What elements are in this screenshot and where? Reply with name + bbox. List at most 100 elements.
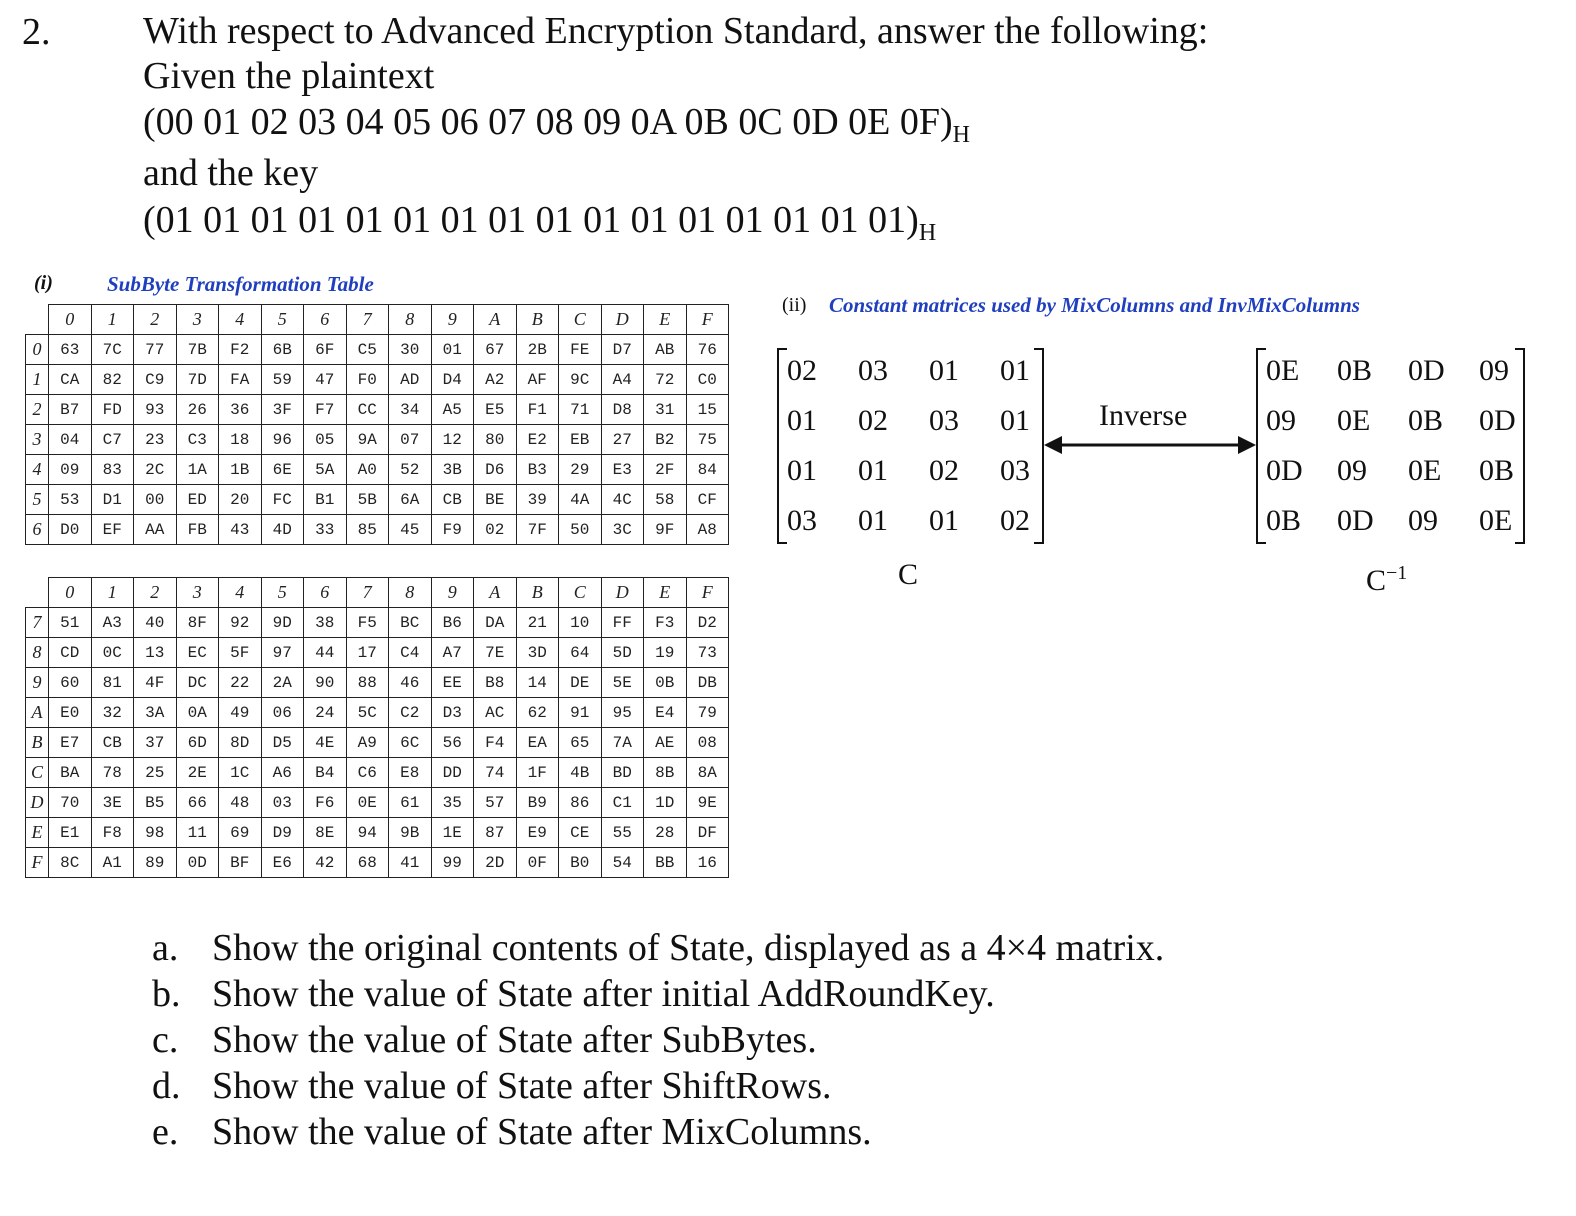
sbox-cell: 1F (515, 757, 559, 788)
sbox-cell: 27 (600, 424, 644, 455)
matrix-entry: 02 (858, 404, 888, 437)
column-header: E (643, 577, 687, 608)
sbox-cell: 7C (90, 334, 134, 365)
sbox-cell: E9 (515, 817, 559, 848)
sbox-cell: 67 (473, 334, 517, 365)
sbox-cell: 45 (388, 514, 432, 545)
column-header: F (685, 577, 729, 608)
column-header: D (600, 577, 644, 608)
plaintext-line: (00 01 02 03 04 05 06 07 08 09 0A 0B 0C … (143, 99, 970, 158)
row-header: A (25, 697, 49, 728)
table-row: 1 CA 82 C9 7D FA 59 47 F0 AD D4 A2 AF 9C A4 72 C0 (25, 364, 729, 395)
sbox-cell: E1 (48, 817, 92, 848)
matrix-entry: 0B (1266, 504, 1302, 537)
table-corner (25, 577, 49, 608)
sbox-cell: 61 (388, 787, 432, 818)
task-text: Show the value of State after MixColumns… (212, 1111, 872, 1153)
row-header: 9 (25, 667, 49, 698)
sbox-cell: 29 (558, 454, 602, 485)
sbox-cell: E0 (48, 697, 92, 728)
sbox-cell: E4 (643, 697, 687, 728)
question-line-1: With respect to Advanced Encryption Stan… (143, 10, 1209, 52)
sbox-cell: 21 (515, 607, 559, 638)
matrix-entry: 01 (1000, 404, 1030, 437)
sbox-cell: B9 (515, 787, 559, 818)
sbox-cell: 7B (175, 334, 219, 365)
sbox-cell: 07 (388, 424, 432, 455)
sbox-cell: A4 (600, 364, 644, 395)
sbox-cell: 19 (643, 637, 687, 668)
matrix-entry: 01 (929, 504, 959, 537)
task-letter: d. (152, 1065, 181, 1107)
table-row: 5 53 D1 00 ED 20 FC B1 5B 6A CB BE 39 4A 4C 58 CF (25, 484, 729, 515)
row-header: C (25, 757, 49, 788)
row-header: B (25, 727, 49, 758)
sbox-cell: B4 (303, 757, 347, 788)
sbox-cell: F5 (345, 607, 389, 638)
sbox-cell: 14 (515, 667, 559, 698)
matrix-entry: 01 (787, 454, 817, 487)
sbox-cell: 94 (345, 817, 389, 848)
task-item: b. Show the value of State after initial … (152, 972, 995, 1016)
column-header: 3 (175, 304, 219, 335)
task-letter: b. (152, 973, 181, 1015)
sbox-cell: BA (48, 757, 92, 788)
sbox-cell: 0C (90, 637, 134, 668)
sbox-cell: 8F (175, 607, 219, 638)
column-header: 7 (345, 577, 389, 608)
sbox-cell: 0E (345, 787, 389, 818)
sbox-cell: 04 (48, 424, 92, 455)
sbox-cell: 86 (558, 787, 602, 818)
matrix-entry: 09 (1266, 404, 1296, 437)
matrix-entry: 09 (1408, 504, 1438, 537)
table-row: 0 63 7C 77 7B F2 6B 6F C5 30 01 67 2B FE D7 AB 76 (25, 334, 729, 365)
sbox-cell: B0 (558, 847, 602, 878)
sbox-cell: FF (600, 607, 644, 638)
sbox-cell: 30 (388, 334, 432, 365)
matrix-entry: 0E (1337, 404, 1371, 437)
column-header: 3 (175, 577, 219, 608)
sbox-cell: 92 (218, 607, 262, 638)
sbox-cell: 78 (90, 757, 134, 788)
sbox-cell: CA (48, 364, 92, 395)
sbox-cell: 25 (133, 757, 177, 788)
sbox-cell: D4 (430, 364, 474, 395)
sbox-cell: C5 (345, 334, 389, 365)
column-header: 5 (260, 577, 304, 608)
table-row: A E0 32 3A 0A 49 06 24 5C C2 D3 AC 62 91 95 E4 79 (25, 697, 729, 728)
sbox-cell: A7 (430, 637, 474, 668)
matrix-entry: 09 (1337, 454, 1367, 487)
matrix-row: 03 01 01 02 (787, 496, 1071, 546)
matrix-row: 0B 0D 09 0E (1266, 496, 1550, 546)
sbox-cell: 83 (90, 454, 134, 485)
sbox-cell: 5C (345, 697, 389, 728)
sbox-cell: EF (90, 514, 134, 545)
sbox-cell: 40 (133, 607, 177, 638)
table-row: B E7 CB 37 6D 8D D5 4E A9 6C 56 F4 EA 65 7A AE 08 (25, 727, 729, 758)
sbox-cell: 8A (685, 757, 729, 788)
sbox-cell: D8 (600, 394, 644, 425)
plaintext-value: (00 01 02 03 04 05 06 07 08 09 0A 0B 0C … (143, 101, 953, 143)
sbox-cell: AE (643, 727, 687, 758)
sbox-cell: 03 (260, 787, 304, 818)
column-header: 6 (303, 577, 347, 608)
plaintext-subscript: H (952, 122, 970, 148)
sbox-cell: 9D (260, 607, 304, 638)
sbox-cell: FD (90, 394, 134, 425)
matrix-entry: 0D (1266, 454, 1303, 487)
sbox-cell: A9 (345, 727, 389, 758)
matrix-entry: 0B (1479, 454, 1515, 487)
sbox-cell: 00 (133, 484, 177, 515)
sbox-cell: 84 (685, 454, 729, 485)
sbox-cell: 73 (685, 637, 729, 668)
matrix-entry: 03 (858, 354, 888, 387)
matrix-entry: 01 (1000, 354, 1030, 387)
sbox-cell: BD (600, 757, 644, 788)
sbox-cell: 01 (430, 334, 474, 365)
matrix-row: 01 01 02 03 (787, 446, 1071, 496)
sbox-cell: A0 (345, 454, 389, 485)
matrix-c-label: C (898, 558, 919, 591)
matrix-c-inverse: 0E 0B 0D 09 09 0E 0B 0D 0D 09 0E 0B 0B 0D 09 0E (1266, 346, 1550, 546)
sbox-cell: 5B (345, 484, 389, 515)
column-header: F (685, 304, 729, 335)
